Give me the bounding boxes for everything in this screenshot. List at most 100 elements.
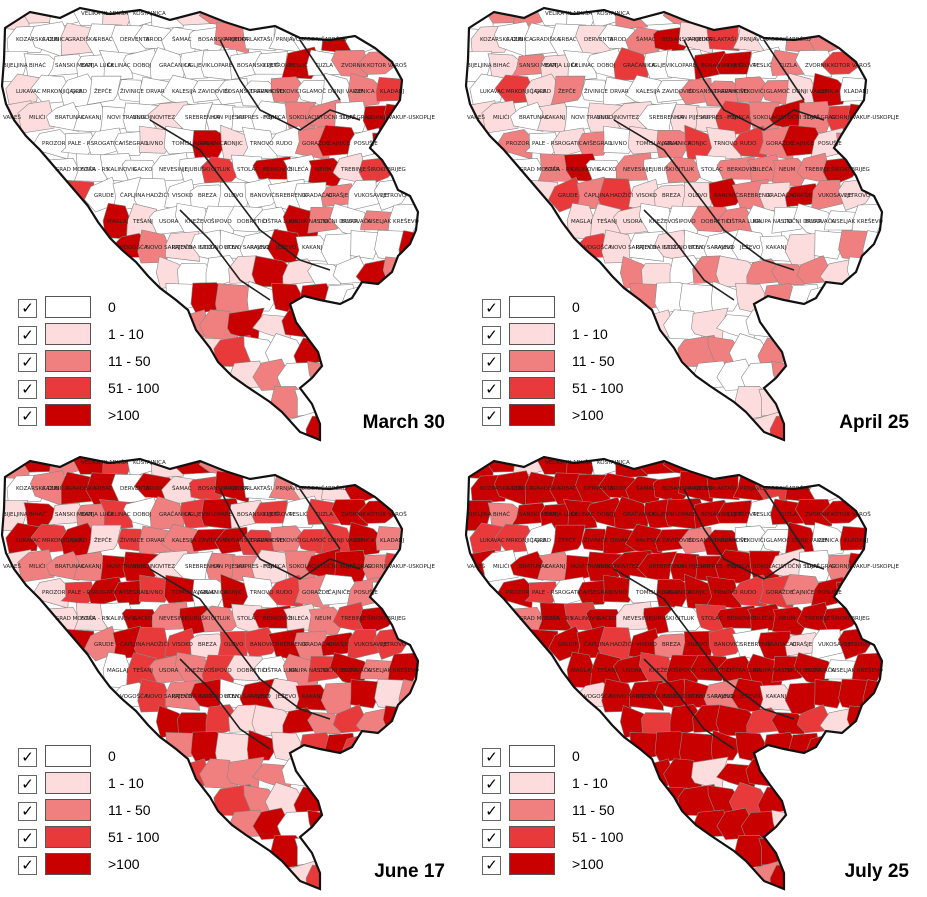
entity-border	[149, 119, 331, 271]
place-label: VITEZ	[623, 564, 639, 570]
legend-item: ✓ >100	[482, 853, 642, 879]
municipality-region	[862, 679, 882, 709]
place-label: KALINOVIK	[107, 616, 137, 622]
municipality-region	[795, 498, 834, 527]
legend-checkbox[interactable]: ✓	[18, 353, 37, 372]
municipality-region	[86, 75, 122, 106]
place-label: ISTOČNA ILIDŽA	[172, 692, 217, 700]
place-label: ŠIROKI BRIJEG	[367, 615, 406, 622]
place-label: SREBRENIK	[740, 642, 772, 648]
place-label: VUKOSAVLJE	[354, 642, 389, 648]
place-label: ROGATICA	[94, 590, 123, 596]
place-label: ISTOČNI STARI GRAD	[315, 114, 372, 121]
place-label: USORA	[623, 668, 642, 674]
legend-swatch	[45, 323, 91, 345]
place-label: KISELJAK	[831, 668, 856, 674]
legend-checkbox[interactable]: ✓	[482, 407, 501, 426]
legend-label: 51 - 100	[572, 829, 624, 845]
place-label: TRNOVO	[249, 141, 274, 147]
municipality-region	[86, 524, 122, 555]
municipality-region	[811, 72, 849, 109]
place-label: ZAVIDOVIĆI	[198, 88, 230, 95]
place-label: ŽIVINICE	[120, 536, 144, 544]
place-label: MAGLAJ	[107, 668, 129, 674]
municipality-region	[398, 230, 418, 260]
place-label: VISOKO	[636, 642, 658, 648]
place-label: PRIJEDOR	[688, 37, 714, 43]
place-label: RUDO	[276, 141, 293, 147]
legend-checkbox[interactable]: ✓	[18, 407, 37, 426]
place-label: KONJIC	[224, 590, 243, 596]
legend-checkbox[interactable]: ✓	[482, 748, 501, 767]
legend-checkbox[interactable]: ✓	[482, 802, 501, 821]
place-label: BIHAĆ	[493, 511, 510, 518]
legend-checkbox[interactable]: ✓	[482, 326, 501, 345]
entity-border	[299, 39, 341, 101]
place-label: BILEĆA	[753, 166, 773, 173]
place-label: SRBAC	[94, 486, 113, 492]
place-label: ČAPLJINA	[584, 192, 609, 199]
legend-checkbox[interactable]: ✓	[18, 299, 37, 318]
place-label: KLADANJ	[380, 89, 405, 95]
place-label: HADŽIĆI	[610, 640, 633, 648]
municipality-region	[629, 680, 664, 711]
legend-checkbox[interactable]: ✓	[482, 829, 501, 848]
place-label: USORA	[159, 668, 178, 674]
place-label: FOČA - RS	[81, 615, 109, 622]
legend-checkbox[interactable]: ✓	[18, 380, 37, 399]
municipality-region	[17, 549, 55, 583]
legend-checkbox[interactable]: ✓	[18, 326, 37, 345]
place-label: BANOVIĆI	[714, 641, 741, 648]
legend-checkbox[interactable]: ✓	[18, 829, 37, 848]
municipality-region	[550, 524, 586, 555]
place-label: USORA	[159, 219, 178, 225]
legend-checkbox[interactable]: ✓	[482, 856, 501, 875]
place-label: ŠIPOVO	[675, 218, 696, 225]
place-label: KONJIC	[688, 141, 707, 147]
legend-checkbox[interactable]: ✓	[482, 353, 501, 372]
place-label: GRAČANICA	[623, 62, 656, 69]
place-label: KRUPA NA UNI	[753, 668, 793, 674]
place-label: ROGATICA	[94, 141, 123, 147]
place-label: KOZARSKA DUBICA	[16, 37, 69, 43]
place-label: KLADANJ	[844, 89, 869, 95]
place-label: ZAVIDOVIĆI	[198, 537, 230, 544]
legend-checkbox[interactable]: ✓	[482, 380, 501, 399]
place-label: GRAD MOSTAR	[55, 616, 96, 622]
place-label: TREBINJE	[340, 167, 367, 173]
municipality-region	[811, 521, 849, 558]
place-label: BOSANSKI PETROVAC	[237, 63, 296, 69]
place-label: ŠEKOVIĆI	[740, 88, 766, 95]
place-label: ZENICA	[818, 89, 839, 95]
legend-checkbox[interactable]: ✓	[18, 856, 37, 875]
place-label: BUGOJNO	[133, 564, 160, 570]
place-label: KNEŽEVO	[185, 217, 212, 225]
legend-swatch	[45, 296, 91, 318]
place-label: GRADAČAC	[766, 641, 797, 648]
municipality-region	[165, 231, 200, 262]
legend-label: 1 - 10	[572, 775, 608, 791]
municipality-region	[398, 679, 418, 709]
place-label: KALINOVIK	[571, 167, 601, 173]
place-label: ŠAMAC	[636, 485, 656, 492]
legend-checkbox[interactable]: ✓	[482, 775, 501, 794]
place-label: ŠEKOVIĆI	[276, 88, 302, 95]
place-label: MAGLAJ	[571, 668, 593, 674]
legend-checkbox[interactable]: ✓	[482, 299, 501, 318]
municipality-region	[307, 263, 341, 286]
place-label: GLAMOČ	[302, 537, 326, 544]
place-label: TUZLA	[314, 63, 333, 69]
municipality-region	[745, 758, 782, 788]
legend-swatch	[45, 772, 91, 794]
legend-checkbox[interactable]: ✓	[18, 775, 37, 794]
municipality-region	[550, 75, 586, 106]
place-label: ŠEKOVIĆI	[276, 537, 302, 544]
legend-checkbox[interactable]: ✓	[18, 802, 37, 821]
legend-checkbox[interactable]: ✓	[18, 748, 37, 767]
place-label: UGLJEVIK	[185, 512, 211, 518]
place-label: KOTOR VAROŠ	[831, 511, 871, 518]
legend-item: ✓ 1 - 10	[18, 772, 178, 798]
place-label: PRIJEDOR	[224, 37, 250, 43]
place-label: TREBINJE	[340, 616, 367, 622]
place-label: BOSANSKO GRAHOVO	[224, 538, 285, 544]
